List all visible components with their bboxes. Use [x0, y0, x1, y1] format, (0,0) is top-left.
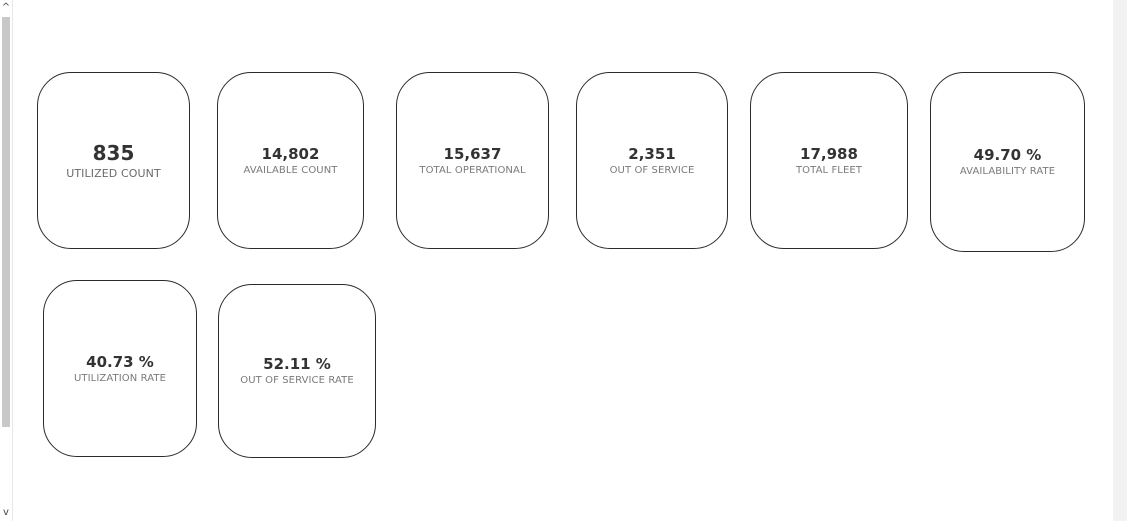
right-gutter — [1113, 0, 1127, 521]
kpi-label: OUT OF SERVICE — [609, 164, 695, 176]
kpi-card-total-fleet: 17,988 TOTAL FLEET — [750, 72, 908, 249]
kpi-label: AVAILABLE COUNT — [243, 164, 338, 176]
kpi-value: 2,351 — [628, 144, 676, 163]
kpi-value: 49.70 % — [973, 146, 1042, 164]
scrollbar-thumb[interactable] — [2, 17, 10, 427]
kpi-value: 40.73 % — [86, 352, 154, 371]
kpi-value: 15,637 — [443, 144, 502, 163]
kpi-label: TOTAL OPERATIONAL — [419, 164, 526, 176]
kpi-label: TOTAL FLEET — [795, 164, 863, 176]
kpi-card-available-count: 14,802 AVAILABLE COUNT — [217, 72, 364, 249]
vertical-scrollbar[interactable]: ^ v — [0, 0, 13, 521]
scroll-up-icon[interactable]: ^ — [1, 2, 11, 13]
kpi-label: AVAILABILITY RATE — [959, 166, 1056, 177]
kpi-card-out-of-service: 2,351 OUT OF SERVICE — [576, 72, 728, 249]
kpi-label: UTILIZED COUNT — [66, 166, 161, 180]
kpi-value: 14,802 — [261, 144, 320, 163]
kpi-label: OUT OF SERVICE RATE — [240, 375, 354, 386]
kpi-label: UTILIZATION RATE — [73, 372, 167, 384]
scroll-down-icon[interactable]: v — [3, 507, 9, 518]
kpi-card-availability-rate: 49.70 % AVAILABILITY RATE — [930, 72, 1085, 252]
kpi-value: 835 — [92, 140, 135, 165]
kpi-card-utilized-count: 835 UTILIZED COUNT — [37, 72, 190, 249]
kpi-value: 52.11 % — [263, 355, 331, 373]
kpi-card-out-of-service-rate: 52.11 % OUT OF SERVICE RATE — [218, 284, 376, 458]
kpi-card-utilization-rate: 40.73 % UTILIZATION RATE — [43, 280, 197, 457]
kpi-card-total-operational: 15,637 TOTAL OPERATIONAL — [396, 72, 549, 249]
kpi-value: 17,988 — [800, 144, 858, 163]
